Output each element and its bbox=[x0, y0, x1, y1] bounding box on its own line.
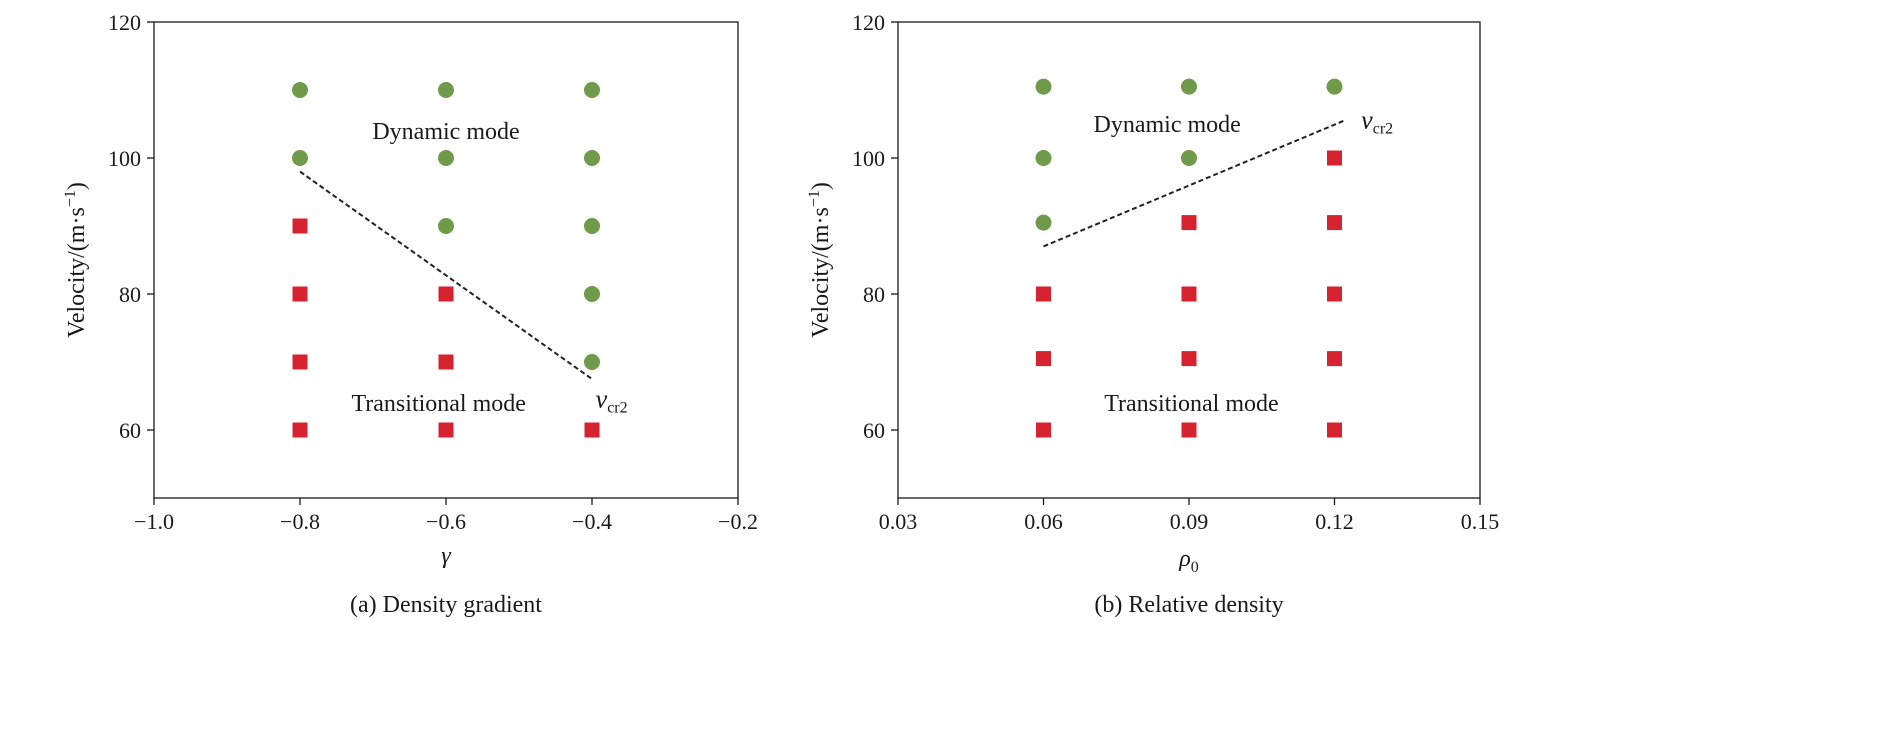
y-tick-label: 60 bbox=[119, 418, 141, 443]
transitional-mode-point bbox=[1036, 422, 1051, 438]
boundary-label: vcr2 bbox=[596, 384, 628, 416]
x-tick-label: 0.09 bbox=[1170, 509, 1209, 534]
y-tick-label: 80 bbox=[119, 282, 141, 307]
dynamic-mode-point bbox=[438, 82, 454, 98]
transitional-mode-point bbox=[1036, 286, 1051, 302]
transitional-mode-point bbox=[292, 286, 308, 302]
transitional-mode-point bbox=[292, 354, 308, 370]
boundary-line-vcr2 bbox=[1043, 119, 1345, 248]
transitional-mode-point bbox=[438, 422, 454, 438]
chart-panel-a: −1.0 −0.8 −0.6 −0.4 −0.2 60 80 100 120 Velocity/(… bbox=[62, 10, 758, 618]
transitional-mode-point bbox=[1036, 351, 1051, 367]
y-tick-label: 100 bbox=[108, 146, 141, 171]
x-axis-title: γ bbox=[441, 543, 451, 569]
x-tick-label: −0.4 bbox=[572, 509, 612, 534]
transitional-mode-point bbox=[438, 354, 454, 370]
chart-panel-b: 0.03 0.06 0.09 0.12 0.15 60 80 100 120 Velocity/(… bbox=[806, 10, 1499, 618]
transitional-mode-point bbox=[1327, 422, 1342, 438]
transitional-mode-point bbox=[292, 218, 308, 234]
panel-caption: (a) Density gradient bbox=[350, 592, 542, 618]
dynamic-mode-point bbox=[584, 354, 600, 370]
boundary-label: vcr2 bbox=[1361, 106, 1393, 138]
x-tick-label: −0.6 bbox=[426, 509, 466, 534]
x-tick-label: 0.15 bbox=[1461, 509, 1500, 534]
dynamic-mode-point bbox=[1181, 78, 1197, 95]
transitional-mode-point bbox=[292, 422, 308, 438]
dynamic-mode-point bbox=[438, 150, 454, 166]
transitional-mode-point bbox=[1181, 351, 1197, 367]
dynamic-mode-point bbox=[584, 286, 600, 302]
dynamic-mode-point bbox=[584, 150, 600, 166]
region-annotation: Transitional mode bbox=[1104, 391, 1278, 417]
transitional-mode-point bbox=[1327, 215, 1342, 231]
y-axis-title: Velocity/(m·s−1) bbox=[806, 182, 834, 338]
region-annotation: Dynamic mode bbox=[372, 119, 519, 145]
dynamic-mode-point bbox=[292, 150, 308, 166]
x-axis-title: ρ0 bbox=[1178, 546, 1199, 576]
y-tick-label: 120 bbox=[852, 10, 885, 35]
transitional-mode-point bbox=[1181, 422, 1197, 438]
x-tick-label: 0.12 bbox=[1315, 509, 1354, 534]
region-annotation: Dynamic mode bbox=[1094, 112, 1241, 138]
transitional-mode-point bbox=[584, 422, 600, 438]
transitional-mode-point bbox=[1327, 150, 1342, 166]
boundary-line-vcr2 bbox=[299, 170, 593, 380]
panel-caption: (b) Relative density bbox=[1094, 592, 1283, 618]
transitional-mode-point bbox=[1181, 215, 1197, 231]
x-tick-label: −0.2 bbox=[718, 509, 758, 534]
x-tick-label: 0.06 bbox=[1024, 509, 1063, 534]
x-tick-label: −0.8 bbox=[280, 509, 320, 534]
transitional-mode-point bbox=[438, 286, 454, 302]
y-tick-label: 60 bbox=[863, 418, 885, 443]
x-tick-label: 0.03 bbox=[879, 509, 918, 534]
dynamic-mode-point bbox=[438, 218, 454, 234]
transitional-mode-point bbox=[1327, 351, 1342, 367]
y-tick-label: 80 bbox=[863, 282, 885, 307]
transitional-mode-point bbox=[1181, 286, 1197, 302]
dynamic-mode-point bbox=[1035, 150, 1052, 166]
dynamic-mode-point bbox=[1181, 150, 1197, 166]
x-tick-label: −1.0 bbox=[134, 509, 174, 534]
y-axis-title: Velocity/(m·s−1) bbox=[62, 182, 90, 338]
y-tick-label: 120 bbox=[108, 10, 141, 35]
dynamic-mode-point bbox=[1326, 78, 1343, 95]
dynamic-mode-point bbox=[292, 82, 308, 98]
dynamic-mode-point bbox=[584, 218, 600, 234]
dynamic-mode-point bbox=[1035, 78, 1052, 95]
region-annotation: Transitional mode bbox=[351, 391, 525, 417]
dynamic-mode-point bbox=[1035, 214, 1052, 231]
transitional-mode-point bbox=[1327, 286, 1342, 302]
dynamic-mode-point bbox=[584, 82, 600, 98]
y-tick-label: 100 bbox=[852, 146, 885, 171]
